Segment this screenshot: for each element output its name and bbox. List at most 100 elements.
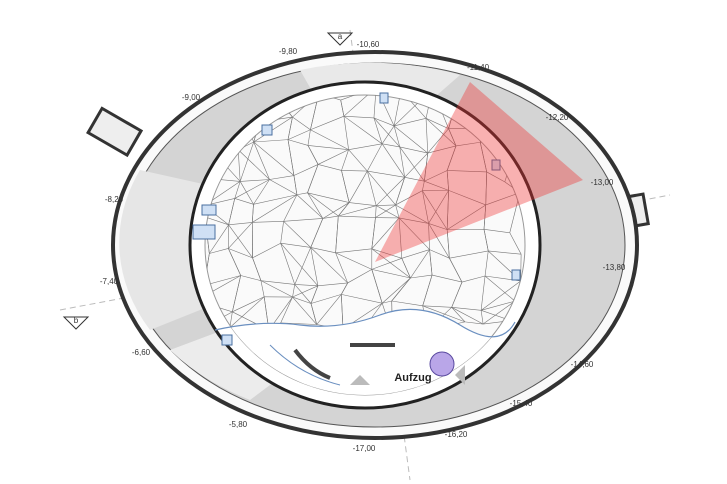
mesh-line (280, 296, 293, 324)
mesh-line (447, 204, 486, 230)
mesh-line (307, 145, 319, 165)
mesh-line (343, 116, 349, 150)
mesh-line (428, 223, 448, 230)
mesh-line (269, 175, 294, 180)
mesh-line (422, 181, 425, 191)
mesh-line (446, 229, 450, 259)
mesh-line (335, 248, 372, 254)
mesh-line (252, 257, 262, 281)
mesh-line (410, 249, 430, 279)
mesh-line (228, 224, 253, 259)
mesh-line (348, 143, 383, 150)
mesh-line (283, 221, 311, 248)
water-edge (214, 308, 516, 338)
mesh-line (296, 194, 324, 219)
mesh-line (322, 215, 339, 219)
mesh-line (422, 305, 452, 308)
mesh-line (205, 275, 241, 301)
mesh-line (232, 275, 242, 312)
mesh-line (404, 152, 428, 178)
mesh-line (310, 218, 324, 248)
mesh-line (395, 190, 423, 206)
mesh-line (228, 248, 241, 276)
elevator-shaft (429, 351, 455, 377)
mesh-line (428, 223, 430, 250)
mesh-line (367, 143, 383, 172)
mesh-line (310, 247, 348, 284)
mesh-line (317, 149, 349, 165)
mesh-line (341, 170, 368, 172)
section-marker (326, 32, 354, 46)
mesh-line (269, 179, 298, 196)
mesh-line (347, 269, 372, 284)
mesh-line (343, 115, 374, 119)
mesh-line (228, 222, 253, 226)
mesh-line (486, 171, 505, 183)
mesh-line (318, 164, 342, 171)
water-edge (269, 344, 341, 386)
mesh-line (371, 217, 400, 249)
mesh-line (395, 177, 406, 206)
arrow (350, 375, 370, 385)
level-label: -6,60 (132, 348, 151, 357)
mesh-line (482, 300, 516, 325)
level-label: -15,40 (510, 399, 533, 408)
mesh-line (401, 249, 430, 259)
mesh-line (252, 221, 284, 223)
mesh-line (425, 118, 457, 147)
mesh-line (399, 217, 429, 224)
mesh-line (287, 139, 309, 146)
mesh-line (375, 204, 396, 218)
mesh-line (425, 118, 449, 129)
level-label: -13,00 (591, 178, 614, 187)
mesh-line (367, 171, 377, 206)
mesh-line (480, 280, 521, 311)
mesh-line (343, 95, 377, 117)
mesh-line (234, 198, 254, 205)
mesh-line (373, 117, 400, 148)
mesh-line (375, 177, 405, 206)
mesh-line (399, 146, 406, 178)
mesh-line (398, 217, 430, 250)
mesh-line (260, 280, 265, 297)
mesh-line (240, 275, 262, 281)
view-wedge (375, 82, 583, 262)
mesh-line (483, 229, 510, 234)
mesh-line (209, 224, 229, 254)
mesh-line (283, 194, 298, 222)
mesh-line (446, 145, 457, 171)
mesh-line (399, 146, 425, 182)
mesh-line (310, 294, 342, 304)
mesh-line (296, 192, 308, 196)
mesh-line (340, 294, 344, 330)
mesh-line (307, 145, 349, 150)
mesh-line (322, 202, 350, 219)
mesh-line (449, 258, 463, 283)
mesh-line (422, 274, 433, 306)
mesh-line (382, 300, 392, 304)
mesh-line (488, 250, 522, 255)
level-label: -10,60 (357, 40, 380, 49)
mesh-line (253, 141, 295, 176)
mesh-line (446, 170, 449, 191)
mesh-line (373, 117, 395, 127)
level-label: -7,40 (100, 277, 119, 286)
mesh-line (373, 117, 383, 144)
mesh-line (427, 145, 457, 154)
mesh-line (349, 202, 377, 206)
mesh-line (371, 258, 402, 270)
section-label: a (338, 32, 343, 41)
level-label: -9,00 (182, 93, 201, 102)
bench (293, 343, 395, 380)
mesh-line (292, 284, 296, 298)
mesh-line (367, 170, 405, 178)
mesh-line (229, 311, 233, 328)
mesh-line (237, 149, 241, 182)
mesh-line (401, 258, 411, 279)
mesh-line (292, 116, 311, 130)
mesh-line (428, 223, 450, 259)
mesh-line (393, 125, 428, 154)
mesh-line (449, 250, 489, 259)
mesh-line (341, 294, 383, 304)
